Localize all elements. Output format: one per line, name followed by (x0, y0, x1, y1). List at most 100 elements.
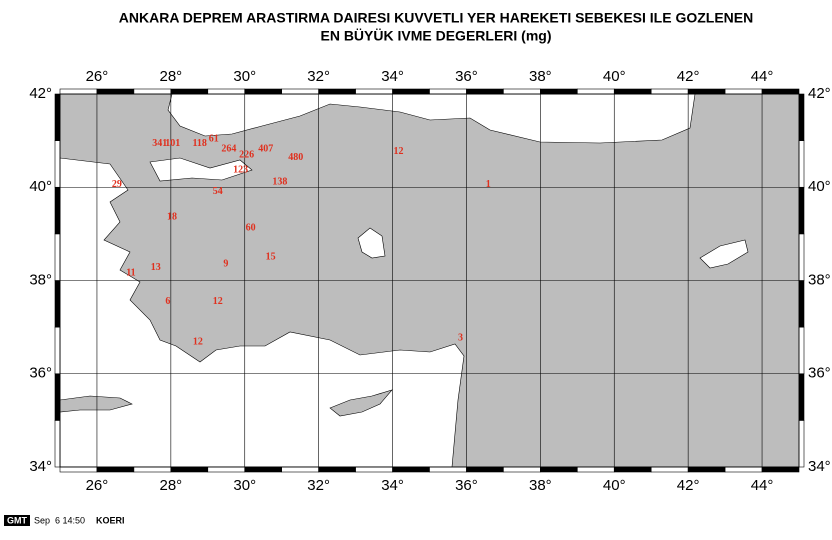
frame-bar (54, 373, 61, 421)
frame-bar (687, 88, 726, 95)
frame-bar (798, 420, 805, 468)
x-tick-label: 40° (603, 68, 626, 85)
frame-bar (576, 88, 615, 95)
frame-bar (761, 88, 800, 95)
frame-bar (540, 466, 578, 473)
station-value: 12 (393, 146, 403, 157)
x-tick-label: 38° (529, 68, 552, 85)
station-value: 12 (213, 296, 223, 307)
frame-bar (392, 466, 430, 473)
x-tick-label: 34° (381, 68, 404, 85)
frame-bar (170, 466, 209, 473)
y-tick-label: 42° (29, 85, 52, 102)
x-tick-label: 34° (381, 477, 404, 494)
labels: 26° 26° 28° 28° 30° 30° 32° 32° 34° 34° 36° 36° 38° 3… (29, 68, 830, 494)
station-value: 480 (288, 152, 303, 163)
lake-van (699, 239, 749, 269)
frame-bar (613, 88, 652, 95)
frame-bar (613, 466, 652, 473)
title: EN BÜYÜK IVME DEGERLERI (mg) (320, 28, 551, 44)
frame-bar (133, 466, 172, 473)
x-tick-label: 30° (233, 68, 256, 85)
station-value: 407 (258, 143, 273, 154)
frame-bar (798, 280, 805, 328)
station-value: 341 (152, 138, 167, 149)
x-tick-label: 42° (677, 477, 700, 494)
frame-bar (429, 466, 467, 473)
frame-bar (798, 140, 805, 188)
station-value: 11 (126, 267, 135, 278)
frame-bar (54, 280, 61, 328)
frame-bar (133, 88, 172, 95)
station-value: 18 (167, 211, 177, 222)
frame-bar (724, 88, 763, 95)
frame-bar (54, 93, 61, 141)
station-value: 226 (239, 149, 254, 160)
frame-bar (207, 88, 246, 95)
frame-bar (429, 88, 467, 95)
frame-bar (281, 466, 319, 473)
x-tick-label: 44° (751, 68, 774, 85)
timestamp: Sep 6 14:50 (34, 515, 85, 525)
station-value: 264 (221, 143, 236, 154)
y-tick-label: 38° (808, 271, 831, 288)
x-tick-label: 28° (160, 68, 183, 85)
source: KOERI (96, 515, 125, 525)
station-value: 54 (213, 186, 223, 197)
frame-bar (244, 88, 283, 95)
frame-bar (761, 466, 800, 473)
station-value: 60 (246, 223, 256, 234)
x-tick-label: 26° (86, 477, 109, 494)
frame-bar (392, 88, 430, 95)
y-tick-label: 36° (808, 365, 831, 382)
aegean-mediterranean (59, 157, 465, 468)
station-value: 118 (192, 138, 206, 149)
frame-bar (54, 186, 61, 235)
frame-border (59, 93, 800, 468)
cyprus (329, 389, 393, 417)
x-tick-label: 28° (160, 477, 183, 494)
frame-bar (355, 466, 393, 473)
crete (59, 395, 133, 413)
x-tick-label: 40° (603, 477, 626, 494)
frame-bar (244, 466, 283, 473)
frame-bar (724, 466, 763, 473)
frame-bar (207, 466, 246, 473)
title: ANKARA DEPREM ARASTIRMA DAIRESI KUVVETLI… (119, 10, 753, 26)
x-tick-label: 42° (677, 68, 700, 85)
gmt-logo-text: GMT (7, 515, 27, 525)
frame (54, 88, 805, 473)
y-tick-label: 34° (29, 458, 52, 475)
gmt-logo (4, 515, 30, 526)
y-tick-label: 40° (29, 178, 52, 195)
frame-bar (318, 466, 356, 473)
frame-bar (54, 326, 61, 375)
frame-bar (798, 186, 805, 235)
y-tick-label: 36° (29, 365, 52, 382)
frame-bar (96, 466, 135, 473)
x-tick-label: 44° (751, 477, 774, 494)
station-value: 13 (151, 262, 161, 273)
station-value: 101 (165, 138, 180, 149)
frame-bar (54, 233, 61, 281)
frame-bar (576, 466, 615, 473)
station-value: 61 (209, 134, 219, 145)
frame-bar (503, 88, 541, 95)
frame-bar (466, 88, 504, 95)
frame-bar (96, 88, 135, 95)
frame-bar (687, 466, 726, 473)
x-tick-label: 38° (529, 477, 552, 494)
frame-bar (318, 88, 356, 95)
x-tick-label: 32° (307, 68, 330, 85)
salt-lake (357, 227, 386, 259)
frame-bar (54, 140, 61, 188)
frame-bar (650, 466, 689, 473)
x-tick-label: 36° (455, 477, 478, 494)
frame-bar (503, 466, 541, 473)
station-value: 12 (193, 336, 203, 347)
y-tick-label: 34° (808, 458, 831, 475)
station-value: 3 (458, 333, 463, 344)
frame-bar (798, 233, 805, 281)
x-tick-label: 26° (86, 68, 109, 85)
